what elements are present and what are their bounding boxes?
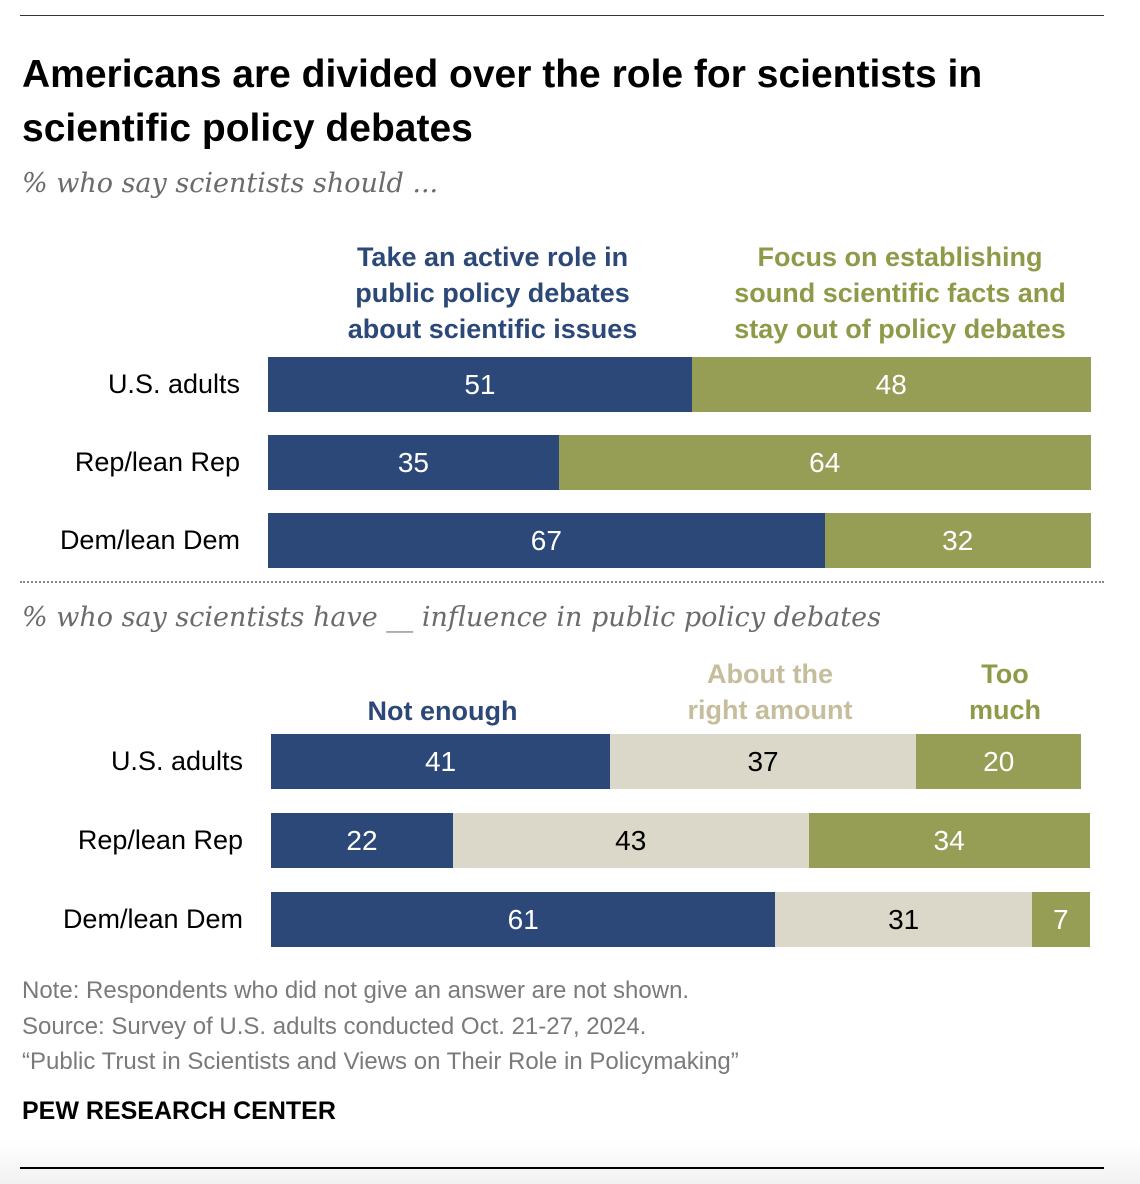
bar-segment: 64	[558, 435, 1091, 490]
data-label: 37	[747, 745, 779, 777]
bar-segment: 34	[808, 813, 1090, 868]
legend-right-amount: About the right amount	[687, 659, 853, 725]
bottom-rule	[20, 1167, 1104, 1169]
data-label: 34	[933, 824, 965, 856]
bar-segment: 41	[271, 734, 611, 789]
data-label: 31	[888, 903, 920, 935]
bar-segment: 61	[271, 892, 776, 947]
subtitle-1: % who say scientists should ...	[22, 168, 439, 199]
data-label: 22	[346, 824, 378, 856]
data-label: 7	[1052, 903, 1069, 935]
subtitle-2: % who say scientists have __ influence i…	[22, 602, 881, 633]
row-label: Dem/lean Dem	[59, 525, 240, 555]
row-label: Rep/lean Rep	[77, 825, 243, 855]
row-label: U.S. adults	[107, 369, 240, 399]
data-label: 61	[507, 903, 539, 935]
bar-segment: 67	[268, 513, 825, 568]
bottom-background	[0, 1140, 1140, 1184]
note: Note: Respondents who did not give an an…	[22, 977, 690, 1004]
row-label: Dem/lean Dem	[62, 904, 243, 934]
bar-segment: 20	[916, 734, 1082, 789]
top-rule	[20, 15, 1104, 16]
bar-segment: 31	[775, 892, 1032, 947]
bar-segment: 37	[610, 734, 917, 789]
report-title: “Public Trust in Scientists and Views on…	[22, 1048, 739, 1075]
legend-too-much: Too much	[968, 659, 1041, 725]
chart-title: Americans are divided over the role for …	[22, 53, 983, 150]
legend-active-role: Take an active role in public policy deba…	[347, 242, 638, 344]
legend-not-enough: Not enough	[367, 696, 518, 726]
bar-segment: 7	[1031, 892, 1090, 947]
source: Source: Survey of U.S. adults conducted …	[22, 1013, 647, 1040]
data-label: 64	[809, 446, 841, 478]
data-label: 35	[397, 446, 429, 478]
bar-segment: 35	[268, 435, 559, 490]
data-label: 48	[875, 368, 907, 400]
divider-dotted	[20, 581, 1104, 583]
bar-segment: 48	[691, 357, 1091, 412]
data-label: 67	[530, 524, 562, 556]
data-label: 20	[983, 745, 1015, 777]
brand: PEW RESEARCH CENTER	[22, 1097, 336, 1125]
bar-segment: 22	[271, 813, 453, 868]
bar-segment: 32	[824, 513, 1091, 568]
bar-segment: 43	[452, 813, 809, 868]
data-label: 43	[615, 824, 647, 856]
legend-focus-facts: Focus on establishing sound scientific fa…	[734, 242, 1066, 344]
row-label: Rep/lean Rep	[74, 447, 240, 477]
data-label: 32	[942, 524, 974, 556]
row-label: U.S. adults	[110, 746, 243, 776]
data-label: 51	[464, 368, 496, 400]
bar-segment: 51	[268, 357, 692, 412]
data-label: 41	[424, 745, 457, 777]
